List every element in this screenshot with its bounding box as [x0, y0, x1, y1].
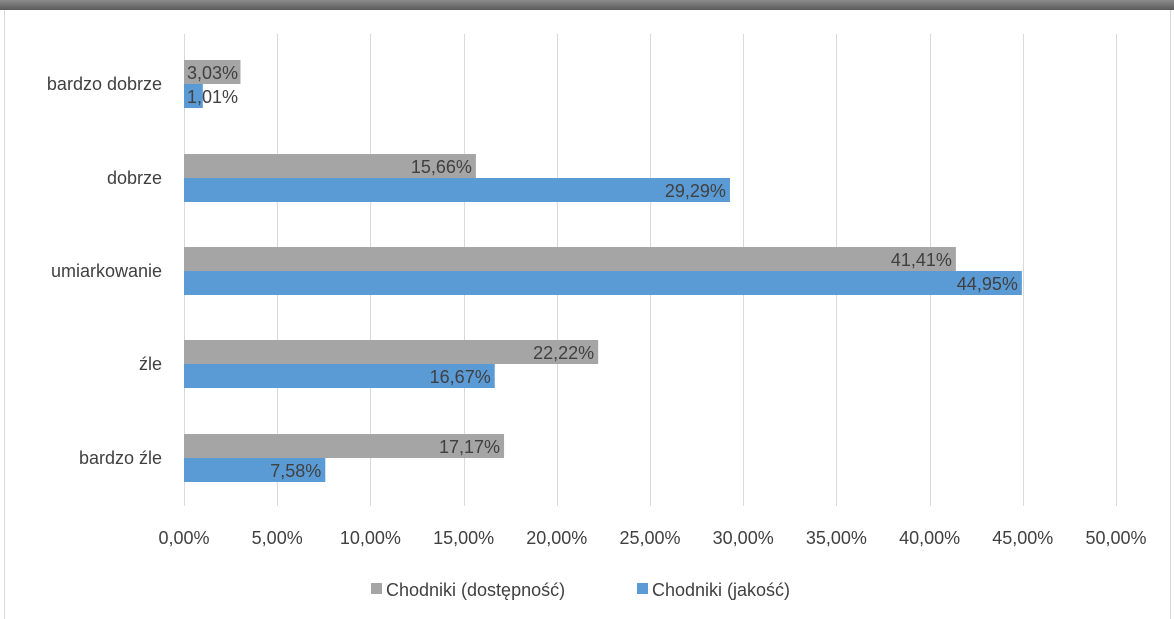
data-label: 41,41% [891, 250, 952, 270]
bar-dostepnosc[interactable] [184, 60, 241, 84]
x-tick-label: 5,00% [252, 528, 303, 548]
x-tick-label: 10,00% [340, 528, 401, 548]
data-label: 22,22% [533, 343, 594, 363]
x-tick-label: 40,00% [899, 528, 960, 548]
bar-dostepnosc[interactable] [184, 434, 505, 458]
data-label: 7,58% [270, 461, 321, 481]
bar-jakosc[interactable] [184, 271, 1022, 295]
data-label: 3,03% [187, 63, 238, 83]
data-label: 1,01% [187, 87, 238, 107]
legend-label: Chodniki (jakość) [652, 580, 790, 600]
x-tick-label: 20,00% [526, 528, 587, 548]
bar-jakosc[interactable] [184, 84, 203, 108]
category-label: bardzo dobrze [47, 74, 162, 94]
bar-dostepnosc[interactable] [184, 154, 476, 178]
bar-dostepnosc[interactable] [184, 247, 956, 271]
category-label: dobrze [107, 168, 162, 188]
bar-jakosc[interactable] [184, 458, 326, 482]
data-label: 44,95% [957, 274, 1018, 294]
legend-label: Chodniki (dostępność) [386, 580, 565, 600]
data-label: 29,29% [665, 181, 726, 201]
frame-right-border [1170, 10, 1171, 619]
bar-dostepnosc[interactable] [184, 340, 599, 364]
bar-jakosc[interactable] [184, 178, 730, 202]
x-tick-label: 35,00% [806, 528, 867, 548]
x-tick-label: 30,00% [713, 528, 774, 548]
data-label: 17,17% [439, 437, 500, 457]
x-tick-label: 15,00% [433, 528, 494, 548]
x-tick-label: 50,00% [1085, 528, 1146, 548]
category-label: umiarkowanie [51, 261, 162, 281]
bar-jakosc[interactable] [184, 364, 495, 388]
frame-left-border [4, 10, 5, 619]
legend-swatch [371, 583, 382, 594]
x-tick-label: 45,00% [992, 528, 1053, 548]
legend-swatch [637, 583, 648, 594]
x-axis-tick-labels: 0,00% 5,00% 10,00% 15,00% 20,00% 25,00% 30,00%… [158, 528, 1146, 548]
data-label: 16,67% [430, 367, 491, 387]
category-label: bardzo źle [79, 448, 162, 468]
category-label: źle [139, 354, 162, 374]
data-labels-group: 3,03% 15,66% 41,41% 22,22% 17,17% 1,01% 29,29%… [187, 63, 1018, 481]
legend[interactable]: Chodniki (dostępność) Chodniki (jakość) [371, 580, 790, 600]
legend-item[interactable]: Chodniki (dostępność) [371, 580, 565, 600]
x-tick-label: 0,00% [158, 528, 209, 548]
category-labels-group: bardzo dobrze dobrze umiarkowanie źle bardzo… [47, 74, 162, 468]
window-top-bar [0, 0, 1174, 10]
x-tick-label: 25,00% [619, 528, 680, 548]
data-label: 15,66% [411, 157, 472, 177]
legend-item[interactable]: Chodniki (jakość) [637, 580, 790, 600]
bars-group [184, 60, 1022, 482]
